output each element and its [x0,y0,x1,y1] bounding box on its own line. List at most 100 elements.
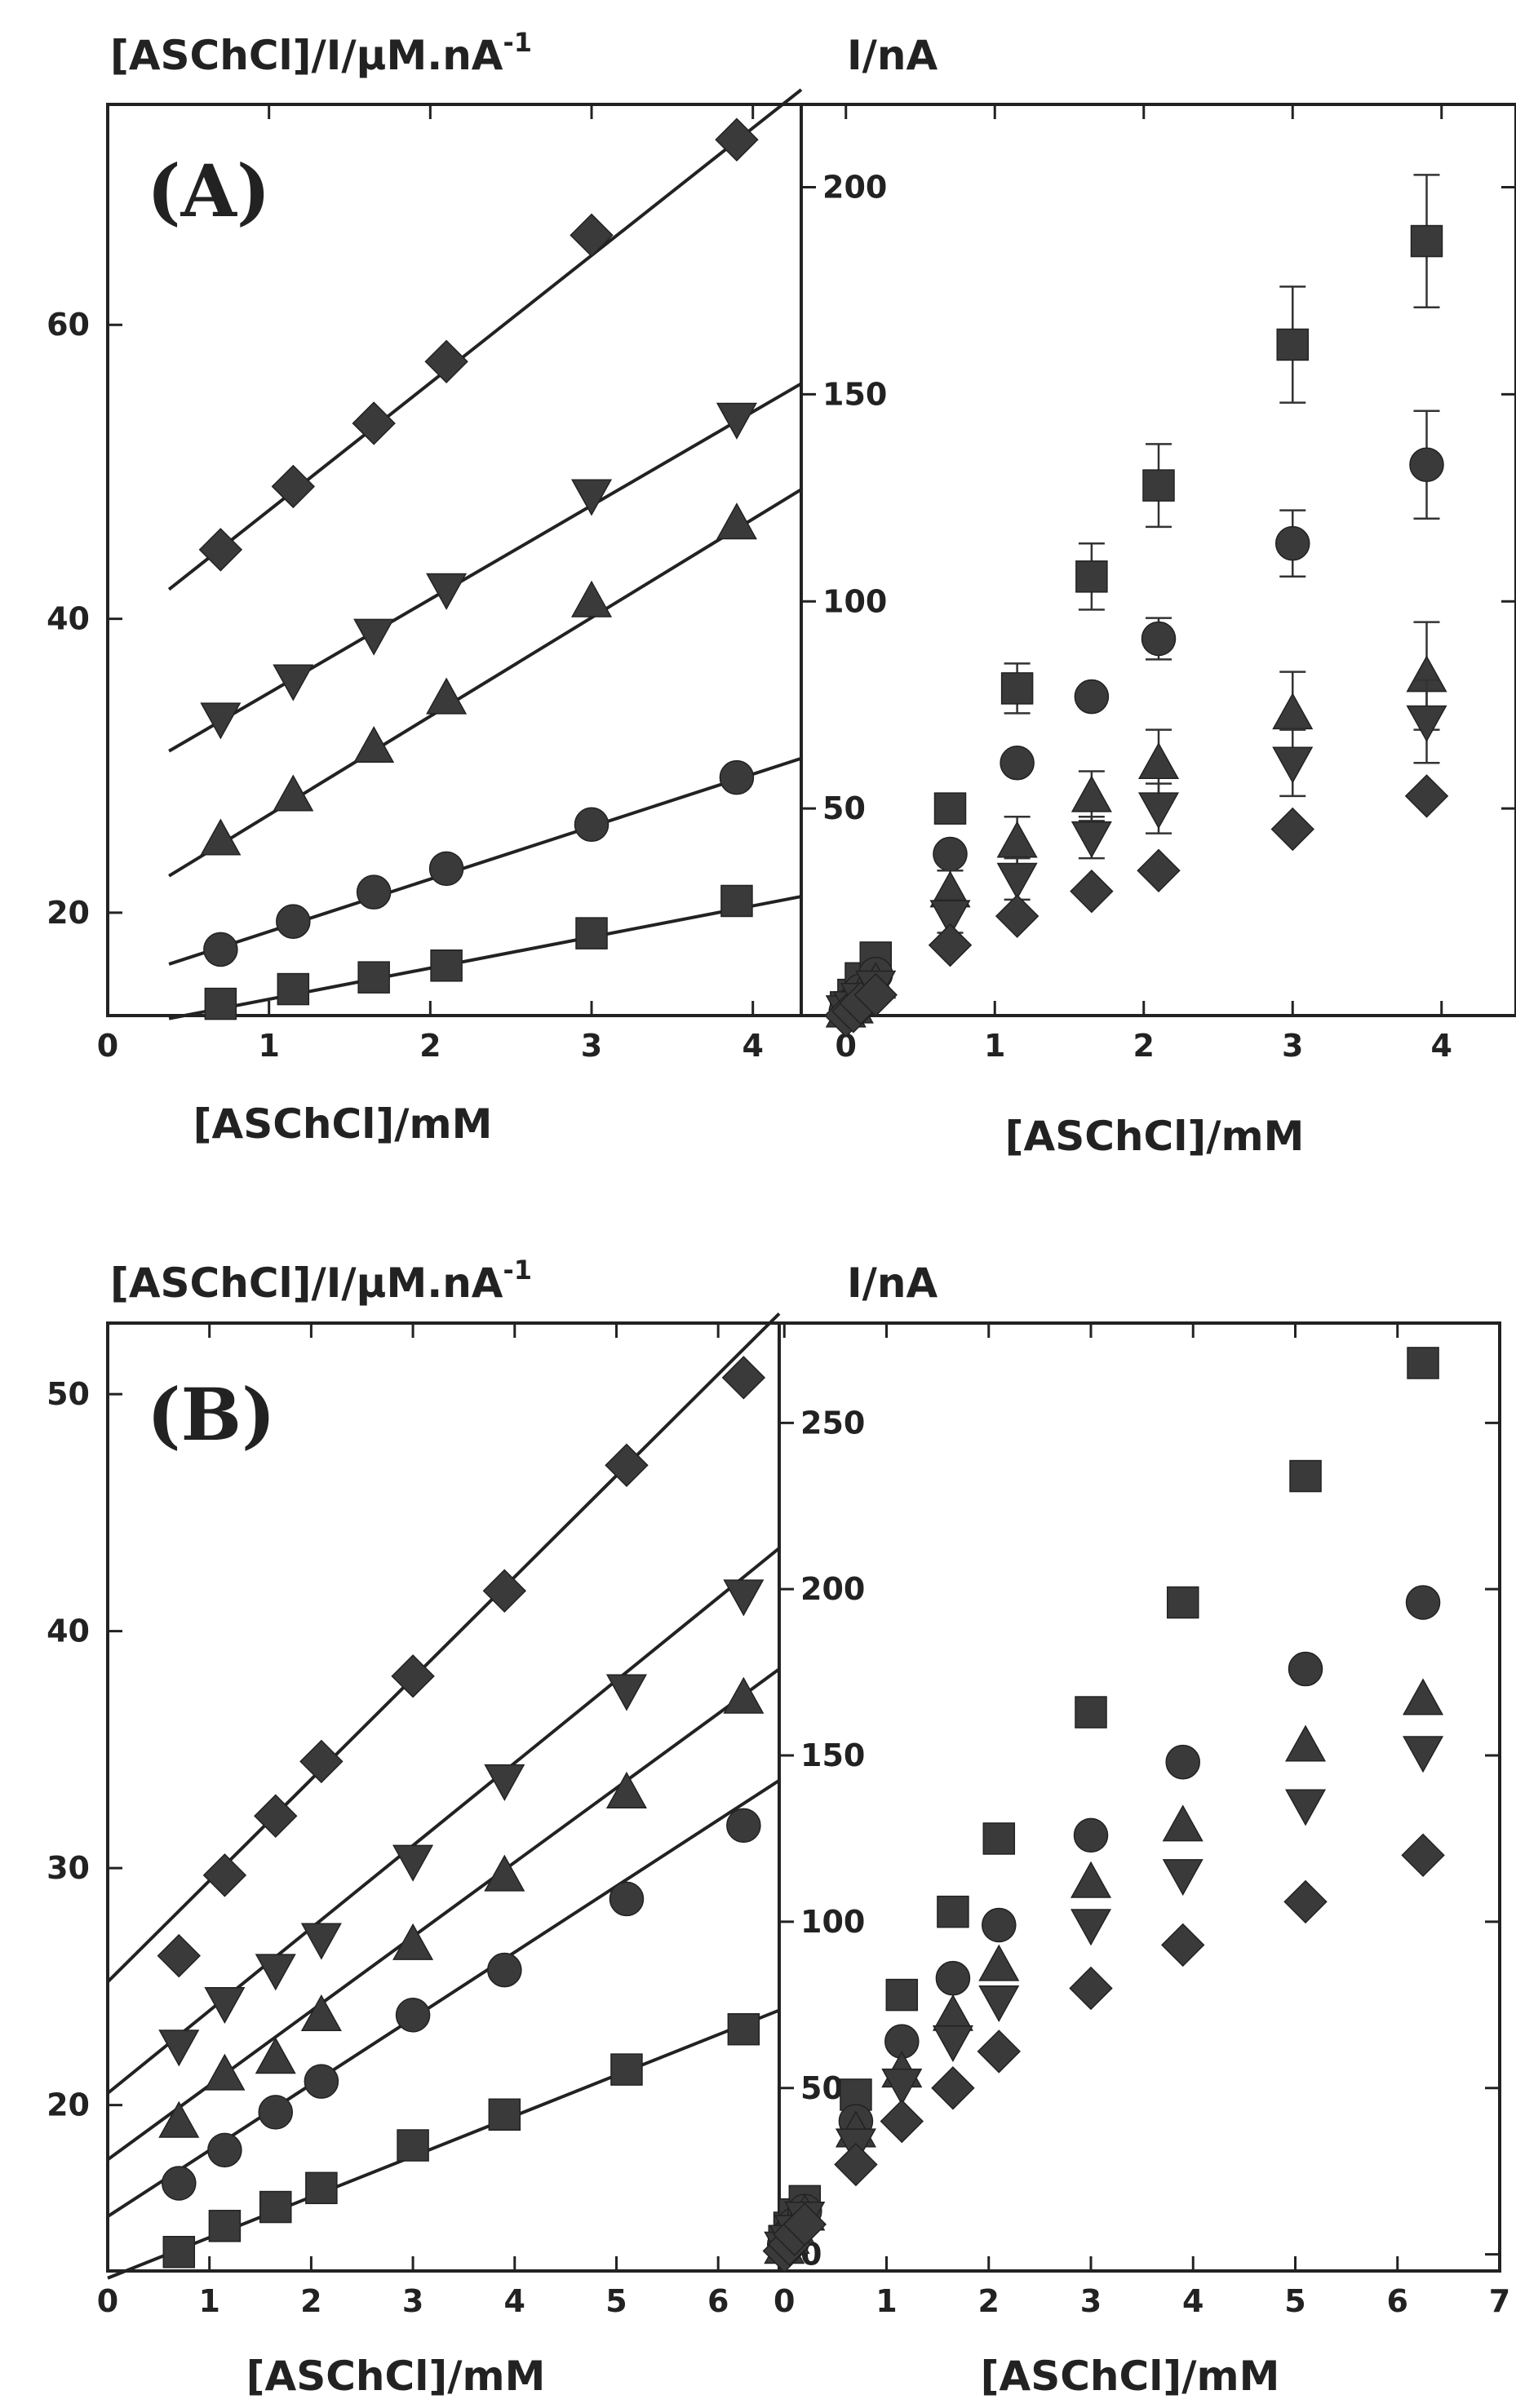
x-tick-label: 4 [504,2283,525,2319]
data-point-triangle-down [1162,1859,1203,1897]
data-point-circle [487,1952,522,1988]
x-tick-label: 4 [1182,2283,1203,2319]
x-tick-label: 4 [742,1028,763,1064]
data-point-triangle-up [426,677,468,715]
data-point-triangle-up [1272,693,1314,730]
data-point-square [259,2190,292,2224]
data-point-circle [1165,1744,1201,1780]
data-point-triangle-up [1403,1678,1444,1715]
data-point-triangle-up [158,2100,200,2138]
data-point-triangle-down [392,1844,434,1882]
data-point-triangle-up [723,1676,765,1714]
data-point-diamond [782,2202,827,2246]
data-point-square [727,2012,760,2046]
data-point-square [1075,560,1108,593]
panel-b-left-chart: 0 1 2 3 4 5 6 20 30 40 50 [ASChCl]/mM [ASChCl]/I/µM.… [47,1255,781,2400]
fit-line-diamond [167,88,803,591]
data-point-square [720,884,753,918]
data-point-triangle-down [996,862,1038,900]
data-point-triangle-up [392,1923,434,1960]
x-tick-label: 3 [1080,2283,1102,2319]
panel-a-left-chart: 0 1 2 3 4 20 40 60 [ASChCl]/mM [ASChCl]/I/µM.nA-1… [47,27,803,1148]
data-point-triangle-up [255,2037,296,2074]
data-point-square [1289,1459,1322,1493]
data-point-circle [1000,746,1035,781]
x-tick-label: 4 [1431,1028,1452,1064]
data-point-diamond [352,401,396,445]
y-axis-title: I/nA [847,32,938,79]
data-point-square [982,1822,1016,1855]
data-point-diamond [880,2099,924,2144]
data-point-diamond [715,117,759,162]
data-point-triangle-down [605,1674,647,1711]
data-point-square [277,972,310,1006]
data-point-diamond [254,1794,298,1838]
data-point-circle [1409,447,1444,482]
plot-frame [106,1321,781,2273]
data-point-triangle-down [1406,705,1447,742]
data-point-triangle-down [255,1954,296,1991]
panel-label: (A) [147,148,271,233]
y-tick-label: 200 [822,170,887,206]
data-point-diamond [299,1739,344,1784]
data-point-square [1410,224,1443,258]
data-point-circle [258,2095,294,2130]
data-point-circle [395,1997,431,2033]
y-tick-label: 100 [800,1904,865,1940]
x-tick-label: 5 [1284,2283,1305,2319]
data-point-circle [935,1960,971,1996]
series-group [167,88,803,1020]
data-point-diamond [157,1933,201,1978]
y-axis-title: [ASChCl]/I/µM.nA-1 [110,1255,532,1307]
data-point-triangle-up [204,2053,246,2091]
data-point-diamond [1137,848,1181,893]
data-point-square [1407,1347,1439,1379]
data-point-triangle-up [605,1771,647,1808]
series-group [824,174,1449,1038]
y-axis-title: I/nA [847,1259,938,1307]
data-point-triangle-down [1071,821,1112,858]
fit-line-triangle-down [106,1547,781,2095]
data-point-square [885,1978,919,2012]
plot-frame [800,103,1516,1017]
data-point-triangle-up [1285,1724,1327,1762]
data-point-circle [1141,621,1177,657]
data-point-square [933,792,967,825]
data-point-triangle-down [353,618,395,656]
data-point-square [1000,672,1034,705]
y-axis-title-superscript: -1 [503,27,533,58]
data-point-triangle-up [996,821,1038,858]
x-tick-label: 0 [97,2283,118,2319]
data-point-triangle-up [273,774,314,812]
data-point-triangle-down [932,2025,973,2062]
data-point-triangle-up [200,818,242,856]
data-point-circle [1073,1817,1109,1853]
y-tick-label: 150 [800,1737,865,1773]
y-axis-title-superscript: -1 [503,1255,533,1286]
data-point-triangle-down [158,2030,200,2067]
data-point-triangle-down [200,702,242,740]
data-point-triangle-down [929,900,971,937]
data-point-circle [982,1907,1017,1943]
y-tick-label: 150 [822,376,887,412]
x-axis-title: [ASChCl]/mM [981,2353,1280,2400]
fit-line-square [168,895,802,1020]
data-point-circle [304,2064,339,2099]
x-tick-label: 2 [419,1028,441,1064]
data-point-diamond [928,923,973,967]
data-point-circle [574,807,610,843]
x-axis-title: [ASChCl]/mM [1005,1113,1305,1160]
data-point-diamond [198,528,243,572]
data-point-triangle-down [273,664,314,702]
x-tick-label: 3 [402,2283,423,2319]
fit-line-circle [168,756,802,966]
data-point-triangle-down [484,1764,525,1801]
data-point-square [357,961,390,994]
x-tick-label: 5 [605,2283,627,2319]
y-tick-label: 20 [47,895,90,931]
data-point-triangle-down [204,1986,246,2025]
data-point-triangle-up [484,1854,525,1892]
data-point-circle [1274,525,1310,561]
panel-label: (B) [147,1372,276,1457]
